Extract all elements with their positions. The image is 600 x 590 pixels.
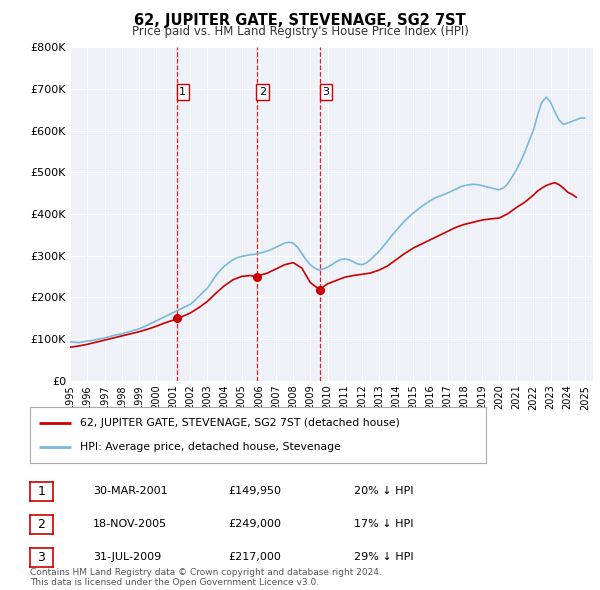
Text: HPI: Average price, detached house, Stevenage: HPI: Average price, detached house, Stev… bbox=[80, 442, 341, 453]
Text: 3: 3 bbox=[322, 87, 329, 97]
Text: 18-NOV-2005: 18-NOV-2005 bbox=[93, 519, 167, 529]
Text: £149,950: £149,950 bbox=[228, 486, 281, 496]
Text: 17% ↓ HPI: 17% ↓ HPI bbox=[354, 519, 413, 529]
Text: 20% ↓ HPI: 20% ↓ HPI bbox=[354, 486, 413, 496]
Text: 2: 2 bbox=[37, 517, 46, 530]
Text: 30-MAR-2001: 30-MAR-2001 bbox=[93, 486, 167, 496]
Text: Price paid vs. HM Land Registry's House Price Index (HPI): Price paid vs. HM Land Registry's House … bbox=[131, 25, 469, 38]
Text: 62, JUPITER GATE, STEVENAGE, SG2 7ST: 62, JUPITER GATE, STEVENAGE, SG2 7ST bbox=[134, 13, 466, 28]
Text: 1: 1 bbox=[37, 484, 46, 498]
Text: 1: 1 bbox=[179, 87, 187, 97]
Text: £249,000: £249,000 bbox=[228, 519, 281, 529]
Text: 29% ↓ HPI: 29% ↓ HPI bbox=[354, 552, 413, 562]
Text: 31-JUL-2009: 31-JUL-2009 bbox=[93, 552, 161, 562]
Text: 3: 3 bbox=[37, 550, 46, 563]
Text: Contains HM Land Registry data © Crown copyright and database right 2024.
This d: Contains HM Land Registry data © Crown c… bbox=[30, 568, 382, 587]
Text: £217,000: £217,000 bbox=[228, 552, 281, 562]
Text: 2: 2 bbox=[259, 87, 266, 97]
Text: 62, JUPITER GATE, STEVENAGE, SG2 7ST (detached house): 62, JUPITER GATE, STEVENAGE, SG2 7ST (de… bbox=[80, 418, 400, 428]
